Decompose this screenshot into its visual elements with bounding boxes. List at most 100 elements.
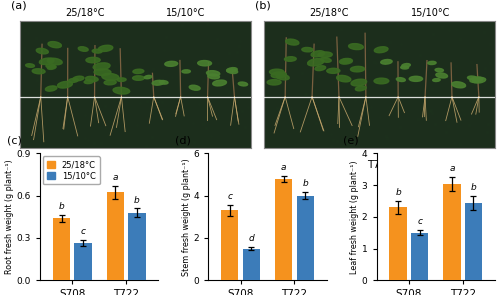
Text: (a): (a) (11, 1, 26, 11)
Ellipse shape (133, 69, 144, 73)
Text: (b): (b) (255, 1, 271, 11)
Ellipse shape (165, 61, 177, 66)
Ellipse shape (48, 42, 62, 48)
Ellipse shape (356, 86, 366, 91)
Bar (53, 218, 70, 280)
Text: a: a (281, 163, 286, 172)
Ellipse shape (58, 81, 72, 88)
Ellipse shape (113, 87, 130, 94)
Ellipse shape (36, 48, 48, 54)
Bar (107, 192, 124, 280)
Ellipse shape (327, 68, 340, 73)
Bar (296, 196, 314, 280)
Ellipse shape (271, 72, 286, 78)
Ellipse shape (86, 76, 98, 82)
Ellipse shape (351, 79, 366, 86)
Ellipse shape (132, 76, 144, 80)
Ellipse shape (227, 69, 237, 73)
Ellipse shape (468, 76, 477, 80)
Text: c: c (417, 217, 422, 226)
Ellipse shape (380, 60, 392, 64)
Ellipse shape (374, 47, 388, 53)
Text: S708: S708 (122, 160, 148, 170)
Ellipse shape (117, 78, 126, 81)
Bar (411, 233, 428, 280)
Ellipse shape (102, 73, 119, 80)
Ellipse shape (402, 63, 410, 67)
Ellipse shape (73, 76, 84, 81)
Ellipse shape (98, 45, 113, 51)
Ellipse shape (284, 57, 296, 61)
Ellipse shape (94, 69, 111, 76)
Ellipse shape (374, 78, 389, 84)
Text: b: b (470, 183, 476, 192)
Bar (74, 243, 92, 280)
Text: 25/18°C: 25/18°C (65, 8, 104, 18)
Ellipse shape (86, 57, 100, 63)
Ellipse shape (212, 80, 226, 86)
Text: b: b (58, 202, 64, 211)
Text: c: c (80, 227, 86, 236)
Ellipse shape (267, 80, 281, 85)
Ellipse shape (104, 80, 116, 85)
Ellipse shape (48, 58, 62, 65)
Text: 15/10°C: 15/10°C (166, 8, 205, 18)
Text: T722: T722 (366, 160, 393, 170)
Ellipse shape (46, 64, 56, 68)
Ellipse shape (286, 39, 299, 45)
Ellipse shape (68, 78, 78, 83)
Ellipse shape (238, 82, 248, 86)
Ellipse shape (152, 80, 164, 85)
Y-axis label: Leaf fresh weight (g plant⁻¹): Leaf fresh weight (g plant⁻¹) (350, 160, 359, 274)
Text: b: b (395, 188, 401, 197)
Ellipse shape (226, 68, 237, 72)
Text: (d): (d) (175, 136, 191, 146)
Ellipse shape (302, 47, 313, 52)
Text: 25/18°C: 25/18°C (309, 8, 348, 18)
Text: (c): (c) (7, 136, 22, 146)
Ellipse shape (270, 69, 284, 75)
Ellipse shape (93, 63, 110, 70)
Ellipse shape (92, 49, 102, 53)
Ellipse shape (40, 58, 54, 65)
Ellipse shape (336, 75, 351, 82)
Ellipse shape (84, 80, 93, 83)
Ellipse shape (435, 68, 444, 72)
Ellipse shape (436, 73, 448, 78)
Bar (275, 179, 292, 280)
Ellipse shape (276, 74, 289, 80)
Text: 15/10°C: 15/10°C (410, 8, 450, 18)
Ellipse shape (320, 58, 331, 62)
Text: c: c (228, 192, 232, 201)
Ellipse shape (432, 78, 440, 81)
Ellipse shape (208, 74, 220, 79)
Text: a: a (449, 164, 454, 173)
Ellipse shape (472, 78, 486, 83)
Ellipse shape (428, 61, 436, 65)
Ellipse shape (400, 66, 408, 69)
Bar (242, 248, 260, 280)
Bar (128, 213, 146, 280)
Bar (221, 211, 238, 280)
Text: (e): (e) (344, 136, 359, 146)
Text: a: a (112, 173, 118, 182)
Ellipse shape (198, 60, 211, 66)
Legend: 25/18°C, 15/10°C: 25/18°C, 15/10°C (42, 156, 100, 184)
Y-axis label: Stem fresh weight (g plant⁻¹): Stem fresh weight (g plant⁻¹) (182, 158, 190, 276)
Ellipse shape (182, 70, 190, 73)
Ellipse shape (308, 59, 324, 66)
Ellipse shape (160, 81, 168, 84)
Y-axis label: Root fresh weight (g plant⁻¹): Root fresh weight (g plant⁻¹) (5, 160, 14, 274)
Ellipse shape (318, 52, 332, 58)
Ellipse shape (32, 69, 45, 74)
Ellipse shape (470, 77, 482, 83)
Ellipse shape (340, 59, 352, 64)
Ellipse shape (340, 58, 352, 63)
Text: d: d (248, 234, 254, 243)
Ellipse shape (46, 86, 57, 91)
Bar (465, 203, 482, 280)
Ellipse shape (311, 51, 324, 57)
Ellipse shape (396, 78, 406, 81)
Ellipse shape (189, 85, 200, 90)
Ellipse shape (409, 76, 422, 81)
